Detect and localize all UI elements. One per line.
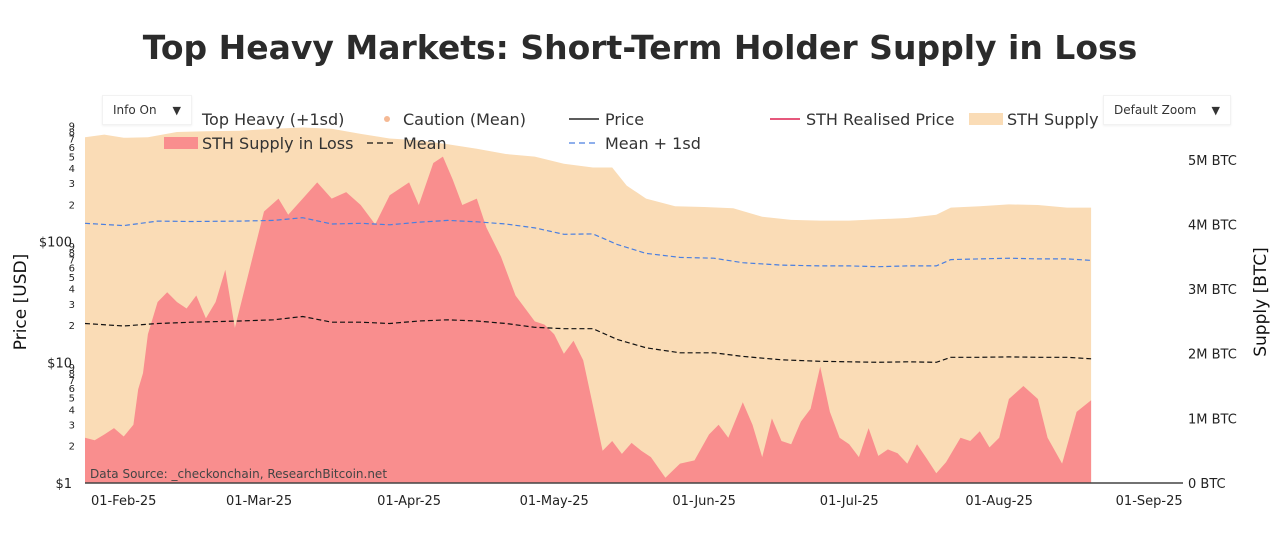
y-right-axis-title: Supply [BTC]: [1251, 247, 1271, 357]
y-left-minor-tick-label: 7: [69, 376, 75, 387]
chevron-down-icon: ▼: [172, 103, 181, 117]
y-left-minor-tick-label: 4: [69, 405, 75, 416]
mean-line: [84, 315, 1092, 363]
legend-item-top-heavy: Top Heavy (+1sd): [201, 110, 344, 129]
y-left-minor-tick-label: 2: [69, 442, 75, 453]
y-left-minor-tick-label: 3: [69, 300, 75, 311]
y-left-minor-tick-label: 7: [69, 135, 75, 146]
y-left-minor-tick-label: 5: [69, 152, 75, 163]
y-left-minor-tick-label: 3: [69, 420, 75, 431]
x-tick-label: 01-Mar-25: [226, 494, 292, 509]
sth-supply-in-loss-area: [85, 156, 1092, 483]
x-tick-label: 01-Feb-25: [91, 494, 156, 509]
chart-title: Top Heavy Markets: Short-Term Holder Sup…: [142, 28, 1138, 67]
legend-symbol-fill: [164, 137, 198, 149]
y-left-minor-tick-label: 3: [69, 179, 75, 190]
legend: Top Heavy (+1sd) Caution (Mean) Price STH R…: [164, 110, 1099, 153]
x-tick-label: 01-Jul-25: [820, 494, 879, 509]
y-left-tick-label: $100: [39, 236, 72, 251]
x-tick-label: 01-Apr-25: [377, 494, 441, 509]
x-tick-label: 01-May-25: [520, 494, 589, 509]
y-left-minor-tick-label: 9: [69, 122, 75, 133]
legend-label: STH Supply in Loss: [202, 134, 353, 153]
y-left-minor-tick-label: 4: [69, 164, 75, 175]
legend-item-price: Price: [569, 110, 644, 129]
legend-item-sth-loss: STH Supply in Loss: [164, 134, 353, 153]
x-tick-label: 01-Jun-25: [672, 494, 736, 509]
legend-label: STH Supply: [1007, 110, 1099, 129]
y-left-minor-tick-label: 6: [69, 143, 75, 154]
legend-label: Mean: [403, 134, 447, 153]
legend-item-sth-supply: STH Supply: [969, 110, 1099, 129]
y-left-minor-tick-label: 8: [69, 128, 75, 139]
y-right-tick-label: 3M BTC: [1188, 283, 1237, 298]
y-left-minor-tick-label: 5: [69, 394, 75, 405]
y-left-minor-tick-label: 6: [69, 384, 75, 395]
y-left-minor-tick-label: 7: [69, 255, 75, 266]
x-tick-label: 01-Sep-25: [1116, 494, 1183, 509]
legend-item-realised: STH Realised Price: [770, 110, 954, 129]
legend-label: Caution (Mean): [403, 110, 526, 129]
y-left-minor-tick-label: 9: [69, 363, 75, 374]
y-left-tick-label: $1: [55, 477, 72, 492]
y-right-tick-label: 0 BTC: [1188, 477, 1226, 492]
chevron-down-icon: ▼: [1211, 103, 1220, 117]
legend-symbol-dot: [384, 116, 390, 122]
y-left-minor-tick-label: 2: [69, 321, 75, 332]
line-layer: [84, 217, 1092, 363]
legend-item-mean-1sd: Mean + 1sd: [569, 134, 701, 153]
zoom-label: Default Zoom: [1114, 103, 1197, 117]
legend-label: Mean + 1sd: [605, 134, 701, 153]
x-tick-label: 01-Aug-25: [965, 494, 1033, 509]
y-right-tick-label: 4M BTC: [1188, 218, 1237, 233]
y-left-minor-tick-label: 5: [69, 273, 75, 284]
zoom-dropdown[interactable]: Default Zoom ▼: [1103, 95, 1231, 125]
y-left-axis-title: Price [USD]: [11, 254, 31, 350]
y-left-minor-tick-label: 6: [69, 263, 75, 274]
axes-layer: 01-Feb-25 01-Mar-25 01-Apr-25 01-May-25 01-J…: [11, 122, 1271, 509]
mean-plus-1sd-line: [84, 217, 1092, 268]
y-left-minor-tick-label: 8: [69, 248, 75, 259]
legend-symbol-fill: [969, 113, 1003, 125]
info-toggle-dropdown[interactable]: Info On ▼: [102, 95, 192, 125]
data-source-note: Data Source: _checkonchain, ResearchBitc…: [90, 467, 387, 481]
y-right-tick-label: 2M BTC: [1188, 348, 1237, 363]
info-toggle-label: Info On: [113, 103, 157, 117]
area-layer: [85, 127, 1092, 483]
y-left-tick-label: $10: [47, 356, 72, 371]
legend-label: STH Realised Price: [806, 110, 954, 129]
y-right-tick-label: 1M BTC: [1188, 412, 1237, 427]
y-right-tick-label: 5M BTC: [1188, 154, 1237, 169]
y-left-minor-tick-label: 2: [69, 200, 75, 211]
y-left-minor-tick-label: 4: [69, 285, 75, 296]
legend-item-caution: Caution (Mean): [384, 110, 526, 129]
y-left-minor-tick-label: 9: [69, 242, 75, 253]
legend-label: Top Heavy (+1sd): [201, 110, 344, 129]
y-left-minor-tick-label: 8: [69, 369, 75, 380]
legend-item-mean: Mean: [367, 134, 447, 153]
legend-label: Price: [605, 110, 644, 129]
